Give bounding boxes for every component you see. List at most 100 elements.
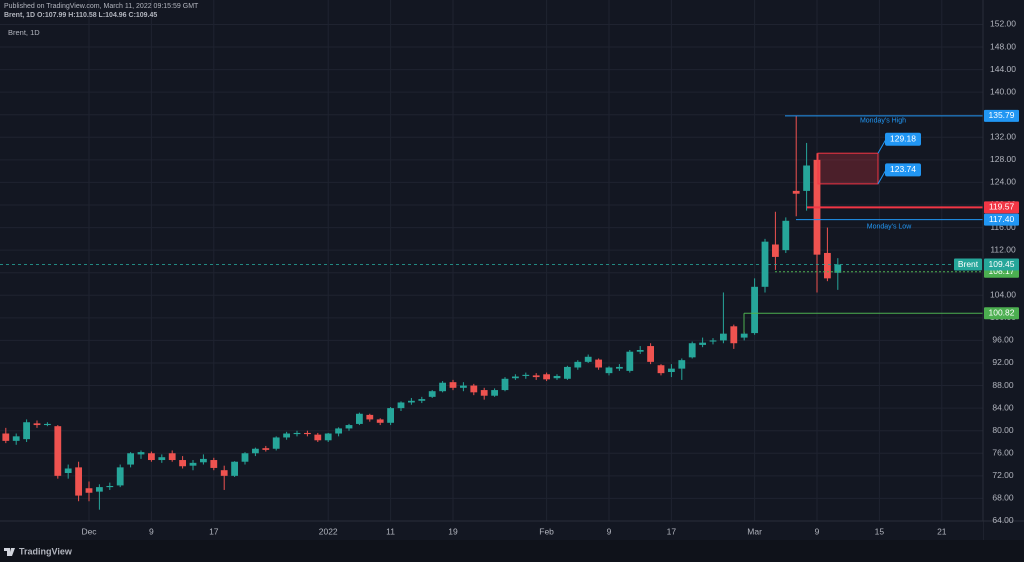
symbol-label: Brent, 1D xyxy=(8,28,40,37)
candle-body xyxy=(54,426,62,476)
candle-body xyxy=(605,367,613,374)
footer xyxy=(0,540,1024,562)
last-price-label-bg xyxy=(984,258,1019,271)
level-label: 100.82 xyxy=(989,307,1015,317)
candle-body xyxy=(262,448,270,450)
callout-bg xyxy=(885,132,921,146)
candle-body xyxy=(574,361,582,368)
candle-body xyxy=(12,436,20,441)
candle-body xyxy=(116,467,124,486)
y-tick-label: 64.00 xyxy=(992,515,1014,525)
candle-body xyxy=(491,390,498,396)
last-price-label: 109.45 xyxy=(989,259,1015,269)
time-axis xyxy=(0,521,983,540)
y-tick-label: 68.00 xyxy=(992,493,1014,503)
brand-logo xyxy=(4,548,15,556)
candle-body xyxy=(470,385,478,393)
candle-body xyxy=(179,460,186,467)
x-tick-label: 11 xyxy=(386,526,395,536)
candle-body xyxy=(730,326,738,344)
candle-body xyxy=(241,453,249,462)
candle-body xyxy=(397,402,405,409)
x-tick-label: 2022 xyxy=(319,526,338,536)
level-note: Monday's High xyxy=(860,118,906,125)
candle-body xyxy=(720,333,727,341)
level-note: Monday's Low xyxy=(867,224,912,231)
candle-body xyxy=(324,433,332,441)
y-tick-label: 84.00 xyxy=(992,402,1014,412)
candle-body xyxy=(647,346,654,362)
candle-body xyxy=(356,413,363,424)
candle-body xyxy=(252,448,259,454)
candle-body xyxy=(584,356,592,362)
callout-bg xyxy=(885,163,921,177)
annotations: Monday's High Monday's Low 129.18 123.74 xyxy=(0,115,983,334)
level-label: 135.79 xyxy=(989,110,1015,120)
candle-body xyxy=(616,366,623,369)
candle-body xyxy=(668,368,675,373)
y-tick-label: 124.00 xyxy=(990,177,1016,187)
candle-body xyxy=(782,220,790,251)
candle-body xyxy=(564,366,571,379)
y-tick-label: 96.00 xyxy=(992,335,1014,345)
candle-body xyxy=(189,462,197,466)
candle-body xyxy=(657,365,665,374)
header: Brent, 1D O:107.99 H:110.58 L:104.96 C:1… xyxy=(4,12,157,19)
x-tick-label: 19 xyxy=(448,526,458,536)
candle-body xyxy=(231,461,238,476)
candle-body xyxy=(751,286,758,334)
candle-body xyxy=(283,433,290,438)
y-tick-label: 132.00 xyxy=(990,132,1016,142)
candle-body xyxy=(23,422,30,440)
candle-body xyxy=(44,423,51,426)
candle-body xyxy=(428,391,436,397)
axes: 64.00 68.00 72.00 76.00 80.00 84.00 88.00 92.00… xyxy=(81,19,1019,536)
candle-body xyxy=(335,428,342,434)
candle-body xyxy=(460,385,467,388)
candle-body xyxy=(512,376,519,379)
candle-body xyxy=(33,423,41,426)
callout-label: 129.18 xyxy=(890,133,916,143)
candle-body xyxy=(740,333,748,338)
symbol-tag-bg xyxy=(954,258,982,271)
candle-body xyxy=(824,252,831,279)
candle-body xyxy=(366,414,374,420)
candle-body xyxy=(220,470,228,476)
candle-body xyxy=(678,360,686,369)
candle-body xyxy=(792,190,800,194)
y-tick-label: 104.00 xyxy=(990,290,1016,300)
candle-body xyxy=(127,453,134,465)
y-tick-label: 88.00 xyxy=(992,380,1014,390)
candle-body xyxy=(210,460,218,468)
x-tick-label: 15 xyxy=(875,526,885,536)
candle-body xyxy=(387,408,394,423)
x-tick-label: 9 xyxy=(607,526,612,536)
x-tick-label: 9 xyxy=(815,526,820,536)
level-label-bg xyxy=(984,109,1019,122)
y-tick-label: 140.00 xyxy=(990,86,1016,96)
candle-body xyxy=(532,375,540,378)
candle-body xyxy=(272,437,280,449)
candle-body xyxy=(553,375,561,379)
candle-body xyxy=(543,374,550,380)
candle-body xyxy=(168,453,176,461)
symbol-tag: Brent xyxy=(958,259,979,269)
y-tick-label: 80.00 xyxy=(992,425,1014,435)
candle-body xyxy=(522,374,530,376)
range-box xyxy=(817,152,879,185)
x-tick-label: Mar xyxy=(747,526,762,536)
y-tick-label: 92.00 xyxy=(992,357,1014,367)
candle-body xyxy=(709,340,717,342)
candle-body xyxy=(449,382,457,388)
level-label-bg xyxy=(984,213,1019,226)
candle-body xyxy=(418,399,426,401)
candle-body xyxy=(137,452,145,455)
candle-body xyxy=(293,432,301,435)
brand: TradingView xyxy=(19,546,73,556)
candle-body xyxy=(200,458,207,463)
x-tick-label: 21 xyxy=(937,526,947,536)
y-tick-label: 116.00 xyxy=(990,222,1016,232)
candle-body xyxy=(636,350,644,352)
level-label: 108.17 xyxy=(989,266,1015,276)
